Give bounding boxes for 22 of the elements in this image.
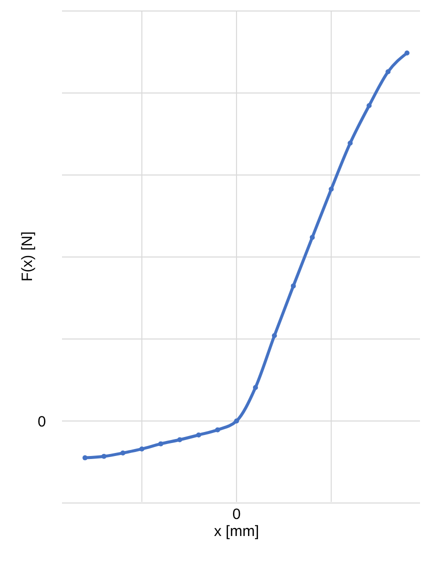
point [252, 385, 258, 390]
text: 0 [232, 506, 241, 523]
point [348, 140, 353, 146]
point [272, 333, 277, 338]
point [404, 50, 410, 56]
point [386, 69, 391, 74]
point [120, 450, 126, 456]
point [158, 441, 164, 446]
point [310, 234, 315, 240]
point [82, 455, 88, 460]
x-axis-title: x [mm] [214, 523, 260, 540]
point [101, 454, 106, 459]
point [215, 427, 220, 432]
point [234, 418, 240, 424]
y-axis-title: F(x) [N] [19, 232, 36, 282]
point [139, 446, 144, 452]
text: 0 [38, 413, 46, 430]
point [196, 432, 202, 438]
point [290, 283, 296, 288]
point [328, 186, 334, 192]
point [366, 103, 372, 108]
point [177, 437, 182, 442]
